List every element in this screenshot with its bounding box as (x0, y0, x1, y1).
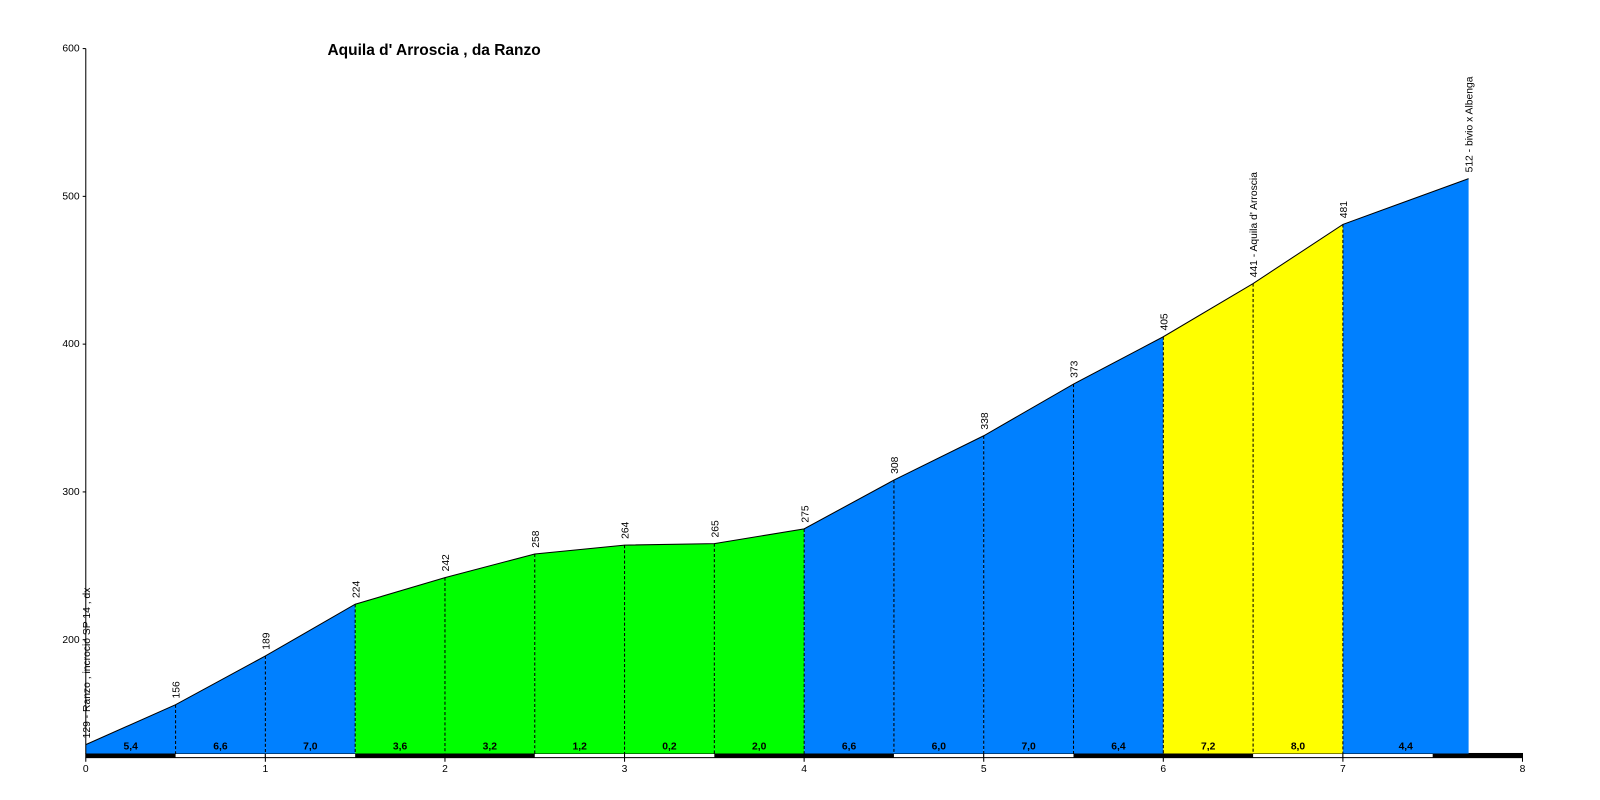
point-label: 373 (1070, 360, 1081, 377)
profile-segment (714, 528, 805, 754)
gradient-label: 2,0 (752, 741, 767, 752)
distance-bar-black (444, 753, 535, 758)
gradient-label: 6,4 (1111, 741, 1126, 752)
y-tick-label: 600 (62, 44, 79, 55)
distance-bar-black (1163, 753, 1254, 758)
y-tick-label: 300 (62, 487, 79, 498)
point-label: 338 (980, 412, 991, 429)
point-label: 512 - bivio x Albenga (1465, 76, 1476, 172)
point-label: 258 (531, 530, 542, 547)
point-label: 242 (441, 554, 452, 571)
point-label: 156 (172, 681, 183, 698)
profile-segment (983, 384, 1074, 754)
y-tick-label: 400 (62, 339, 79, 350)
x-tick-label: 7 (1340, 764, 1346, 775)
profile-segment (534, 545, 625, 754)
distance-bar-black (1432, 753, 1523, 758)
gradient-label: 6,6 (213, 741, 228, 752)
x-tick-label: 5 (981, 764, 987, 775)
gradient-label: 7,0 (1021, 741, 1036, 752)
point-label: 265 (710, 520, 721, 537)
gradient-label: 1,2 (572, 741, 587, 752)
point-label: 189 (262, 632, 273, 649)
point-label: 275 (800, 505, 811, 522)
gradient-label: 5,4 (124, 741, 139, 752)
point-label: 308 (890, 456, 901, 473)
distance-bar-black (804, 753, 894, 758)
distance-bar-black (85, 753, 176, 758)
gradient-label: 3,2 (483, 741, 498, 752)
point-label: 264 (621, 521, 632, 538)
gradient-label: 7,2 (1201, 741, 1216, 752)
x-tick-label: 2 (442, 764, 448, 775)
profile-segment (444, 553, 535, 754)
gradient-label: 6,6 (842, 741, 857, 752)
x-tick-label: 6 (1160, 764, 1166, 775)
profile-segment (355, 577, 445, 754)
chart-title: Aquila d' Arroscia , da Ranzo (327, 42, 540, 59)
profile-segment (175, 655, 266, 754)
gradient-label: 3,6 (393, 741, 408, 752)
y-tick-label: 500 (62, 191, 79, 202)
point-label: 405 (1159, 313, 1170, 330)
profile-segment (893, 435, 984, 754)
profile-segment (1163, 283, 1254, 754)
point-label: 481 (1339, 201, 1350, 218)
gradient-label: 6,0 (932, 741, 947, 752)
y-tick-label: 200 (62, 635, 79, 646)
profile-outline (85, 178, 1469, 746)
x-tick-label: 1 (262, 764, 268, 775)
profile-segment (1342, 178, 1469, 754)
profile-segment (1073, 336, 1164, 754)
gradient-label: 7,0 (303, 741, 318, 752)
x-tick-label: 3 (622, 764, 628, 775)
profile-segment (265, 604, 356, 754)
profile-segment (1253, 224, 1343, 754)
gradient-label: 8,0 (1291, 741, 1306, 752)
distance-bar-black (355, 753, 445, 758)
x-tick-label: 8 (1520, 764, 1526, 775)
distance-bar-black (714, 753, 805, 758)
point-label: 129 - Ranzo , incrocio SP 14 , dx (82, 587, 93, 739)
point-label: 441 - Aquila d' Arroscia (1249, 172, 1260, 278)
profile-segment (804, 480, 894, 754)
profile-segment (85, 704, 176, 754)
point-label: 224 (351, 581, 362, 598)
x-tick-label: 4 (801, 764, 807, 775)
gradient-label: 0,2 (662, 741, 677, 752)
x-tick-label: 0 (83, 764, 89, 775)
distance-bar-black (1073, 753, 1164, 758)
gradient-label: 4,4 (1399, 741, 1414, 752)
profile-segment (624, 543, 715, 754)
